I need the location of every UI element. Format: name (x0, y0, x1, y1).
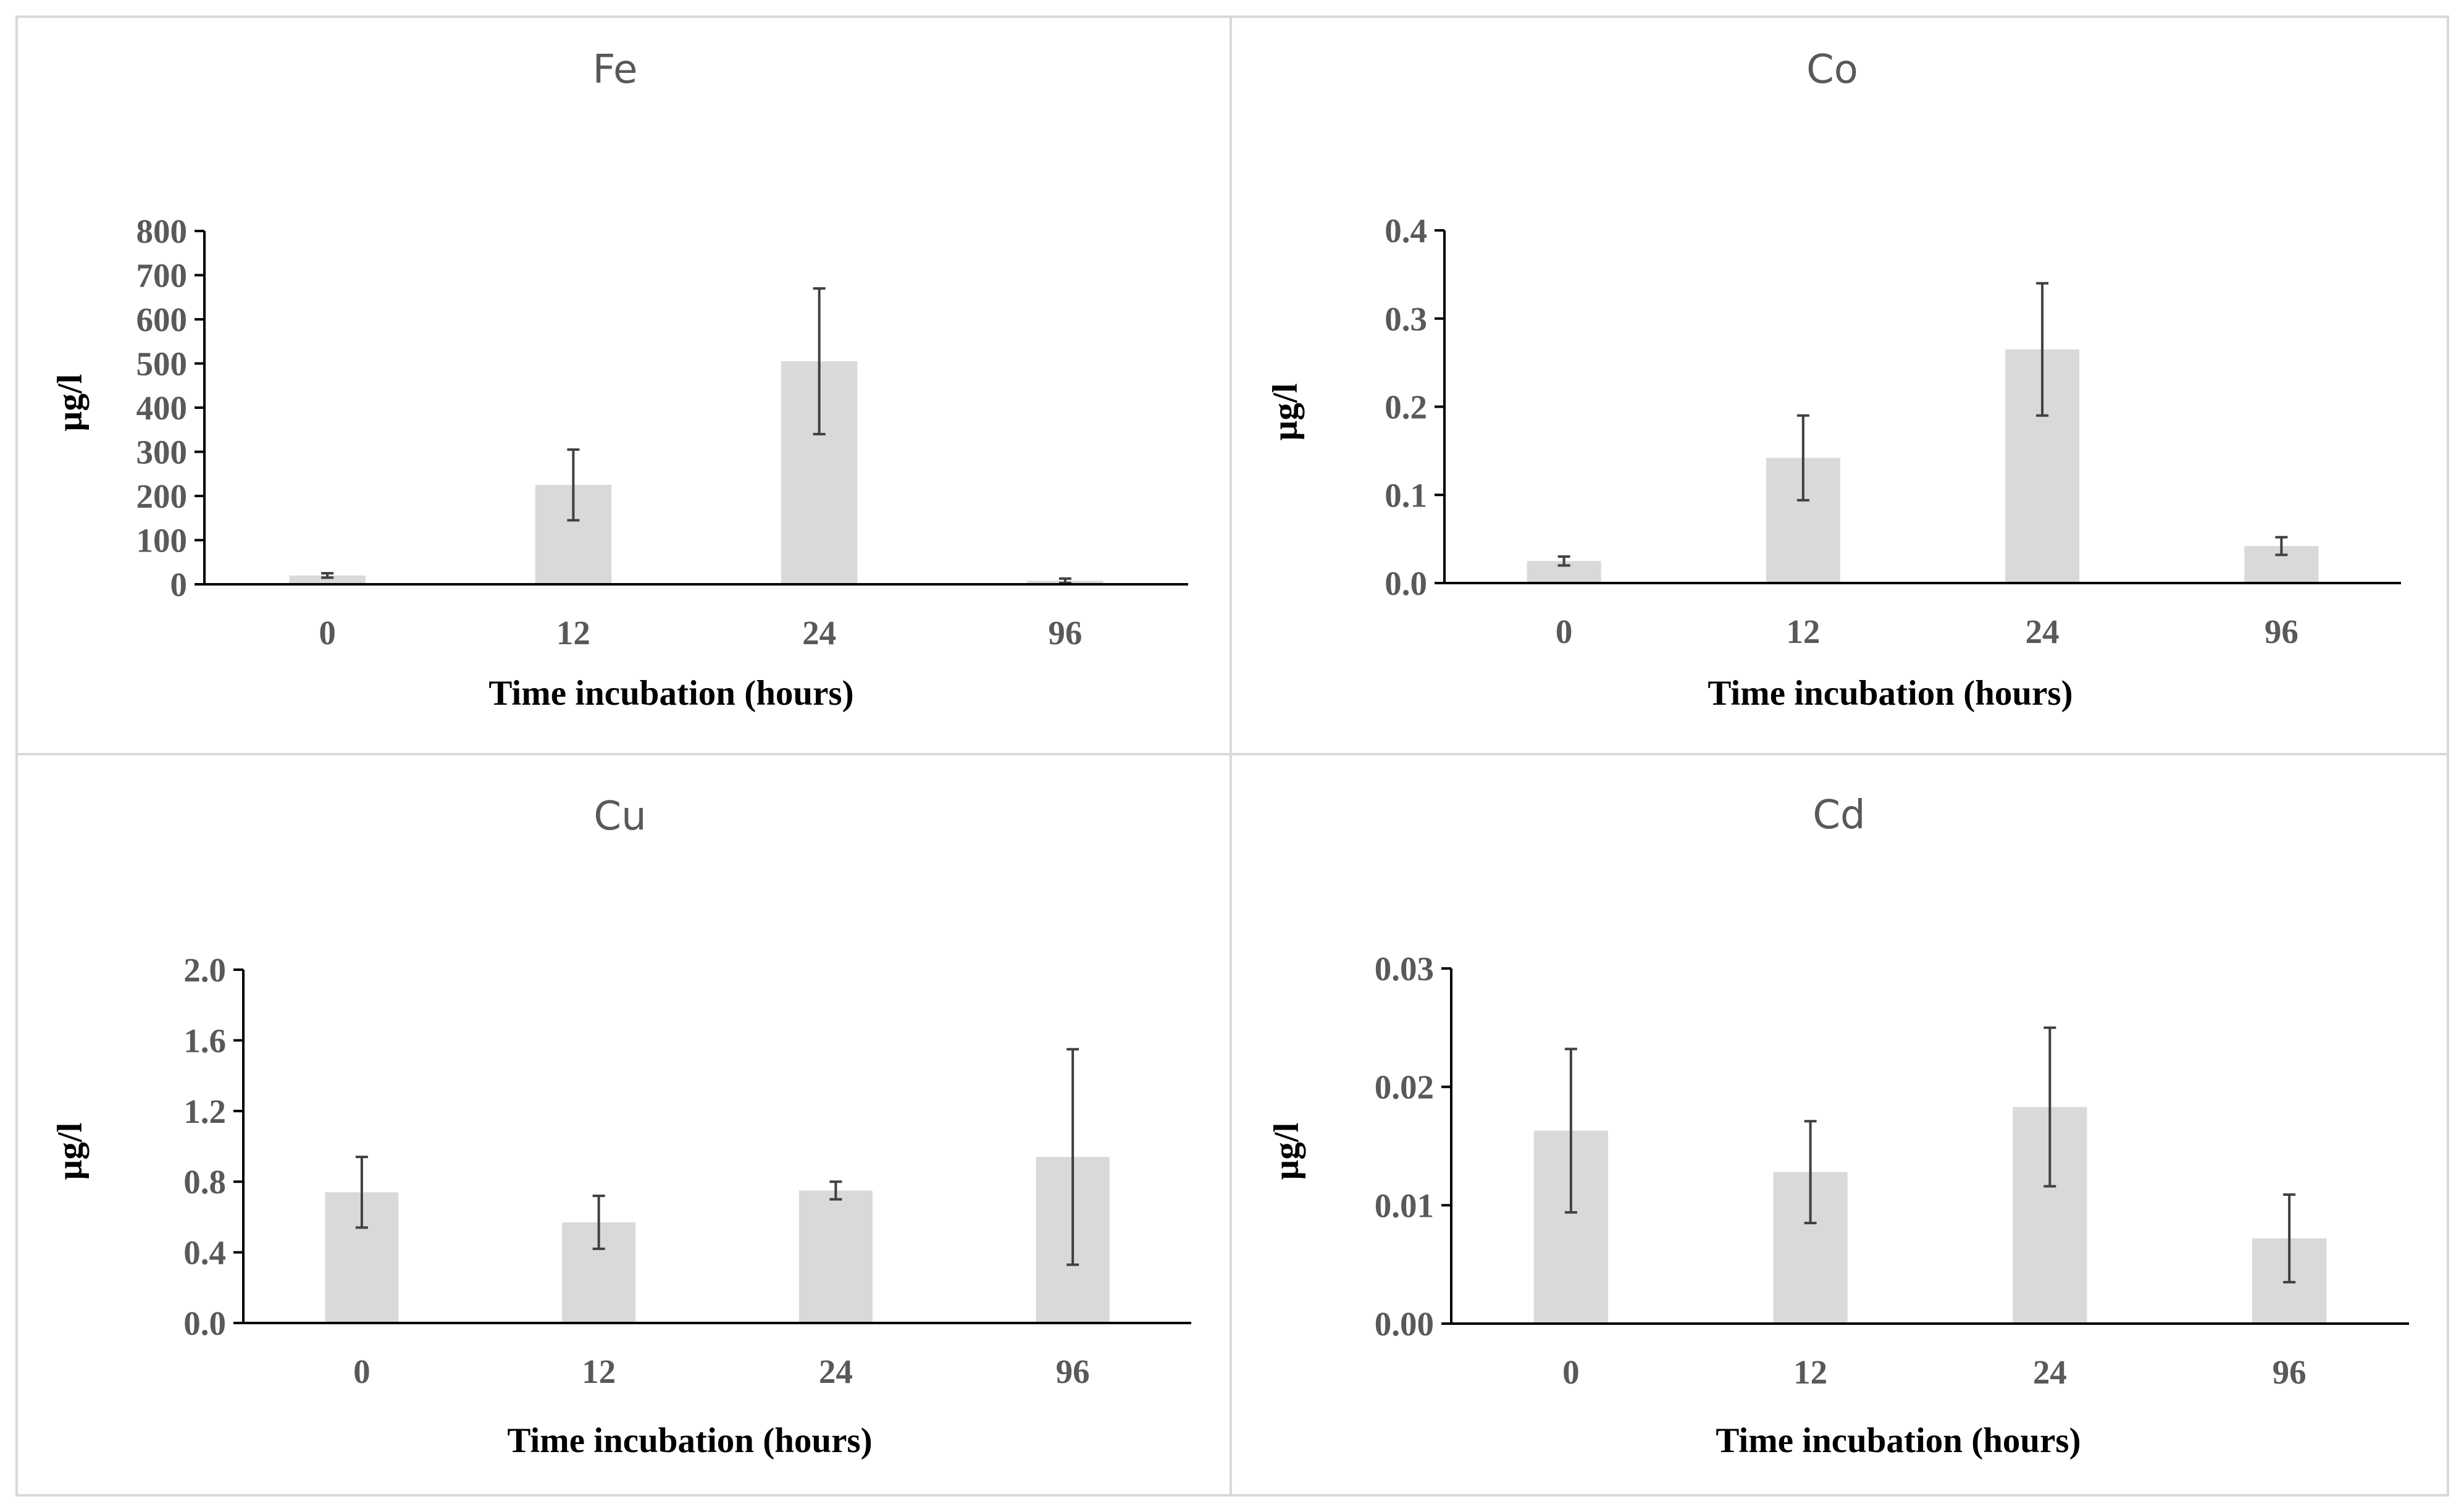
x-tick-label: 96 (2265, 613, 2298, 650)
bar-24 (798, 1190, 873, 1323)
y-tick-label: 400 (136, 389, 188, 427)
x-tick-label: 12 (582, 1353, 616, 1390)
chart-title: Cd (1812, 792, 1865, 838)
y-tick-label: 0.01 (1375, 1186, 1434, 1224)
x-tick-label: 96 (2273, 1353, 2307, 1391)
y-tick-label: 0.3 (1385, 300, 1427, 338)
chart-title: Co (1806, 47, 1858, 93)
y-tick-label: 0.03 (1375, 950, 1434, 988)
y-tick-label: 1.2 (183, 1093, 226, 1130)
y-tick-label: 0.0 (1385, 565, 1427, 602)
x-tick-label: 96 (1048, 614, 1082, 652)
x-tick-label: 0 (319, 614, 336, 652)
y-tick-label: 0.00 (1375, 1305, 1434, 1343)
y-tick-label: 800 (136, 212, 188, 250)
chart-title: Fe (593, 47, 638, 93)
y-tick-label: 700 (136, 257, 188, 295)
y-tick-label: 0.0 (183, 1304, 226, 1342)
y-axis-label: µg/l (1267, 1122, 1306, 1180)
x-axis-label: Time incubation (hours) (488, 674, 853, 713)
y-tick-label: 2.0 (183, 951, 226, 989)
cu-chart: Cu µg/l Time incubation (hours) 0.0 0.4 0.… (51, 794, 1191, 1460)
y-tick-label: 0.2 (1385, 388, 1427, 426)
y-tick-label: 0 (170, 566, 188, 603)
y-tick-label: 200 (136, 477, 188, 515)
x-tick-label: 0 (1562, 1353, 1580, 1391)
y-axis-label: µg/l (1266, 383, 1305, 440)
chart-panel-cd: Cd µg/l Time incubation (hours) 0.00 0.01… (1230, 753, 2449, 1497)
x-tick-label: 0 (353, 1353, 371, 1390)
y-tick-label: 0.1 (1385, 476, 1427, 514)
chart-title: Cu (593, 794, 646, 839)
chart-panel-cu: Cu µg/l Time incubation (hours) 0.0 0.4 0.… (15, 753, 1232, 1497)
fe-chart: Fe µg/l Time incubation (hours) 0 100 200 3… (51, 47, 1188, 713)
y-tick-label: 500 (136, 345, 188, 383)
x-tick-label: 12 (556, 614, 590, 652)
y-tick-label: 1.6 (183, 1022, 226, 1059)
x-tick-label: 96 (1056, 1353, 1090, 1390)
y-axis-label: µg/l (51, 374, 90, 431)
co-chart: Co µg/l Time incubation (hours) 0.0 0.1 0.… (1266, 47, 2401, 713)
x-tick-label: 24 (2026, 613, 2060, 650)
x-tick-label: 12 (1786, 613, 1820, 650)
y-tick-label: 0.02 (1375, 1069, 1434, 1106)
x-axis-label: Time incubation (hours) (1716, 1421, 2081, 1460)
x-axis-label: Time incubation (hours) (507, 1421, 872, 1460)
chart-panel-co: Co µg/l Time incubation (hours) 0.0 0.1 0.… (1230, 15, 2449, 755)
y-tick-label: 600 (136, 301, 188, 338)
cd-chart: Cd µg/l Time incubation (hours) 0.00 0.01… (1267, 792, 2409, 1460)
y-tick-label: 0.4 (183, 1234, 226, 1272)
y-tick-label: 0.8 (183, 1163, 226, 1201)
bar-0 (289, 575, 366, 584)
x-tick-label: 24 (819, 1353, 853, 1390)
y-tick-label: 300 (136, 434, 188, 471)
x-tick-label: 24 (2033, 1353, 2067, 1391)
x-tick-label: 24 (802, 614, 836, 652)
y-tick-label: 0.4 (1385, 212, 1427, 250)
y-axis-label: µg/l (51, 1122, 90, 1180)
chart-panel-fe: Fe µg/l Time incubation (hours) 0 100 200 3… (15, 15, 1232, 755)
x-tick-label: 12 (1793, 1353, 1827, 1391)
y-tick-label: 100 (136, 522, 188, 560)
x-tick-label: 0 (1556, 613, 1573, 650)
x-axis-label: Time incubation (hours) (1708, 674, 2072, 713)
